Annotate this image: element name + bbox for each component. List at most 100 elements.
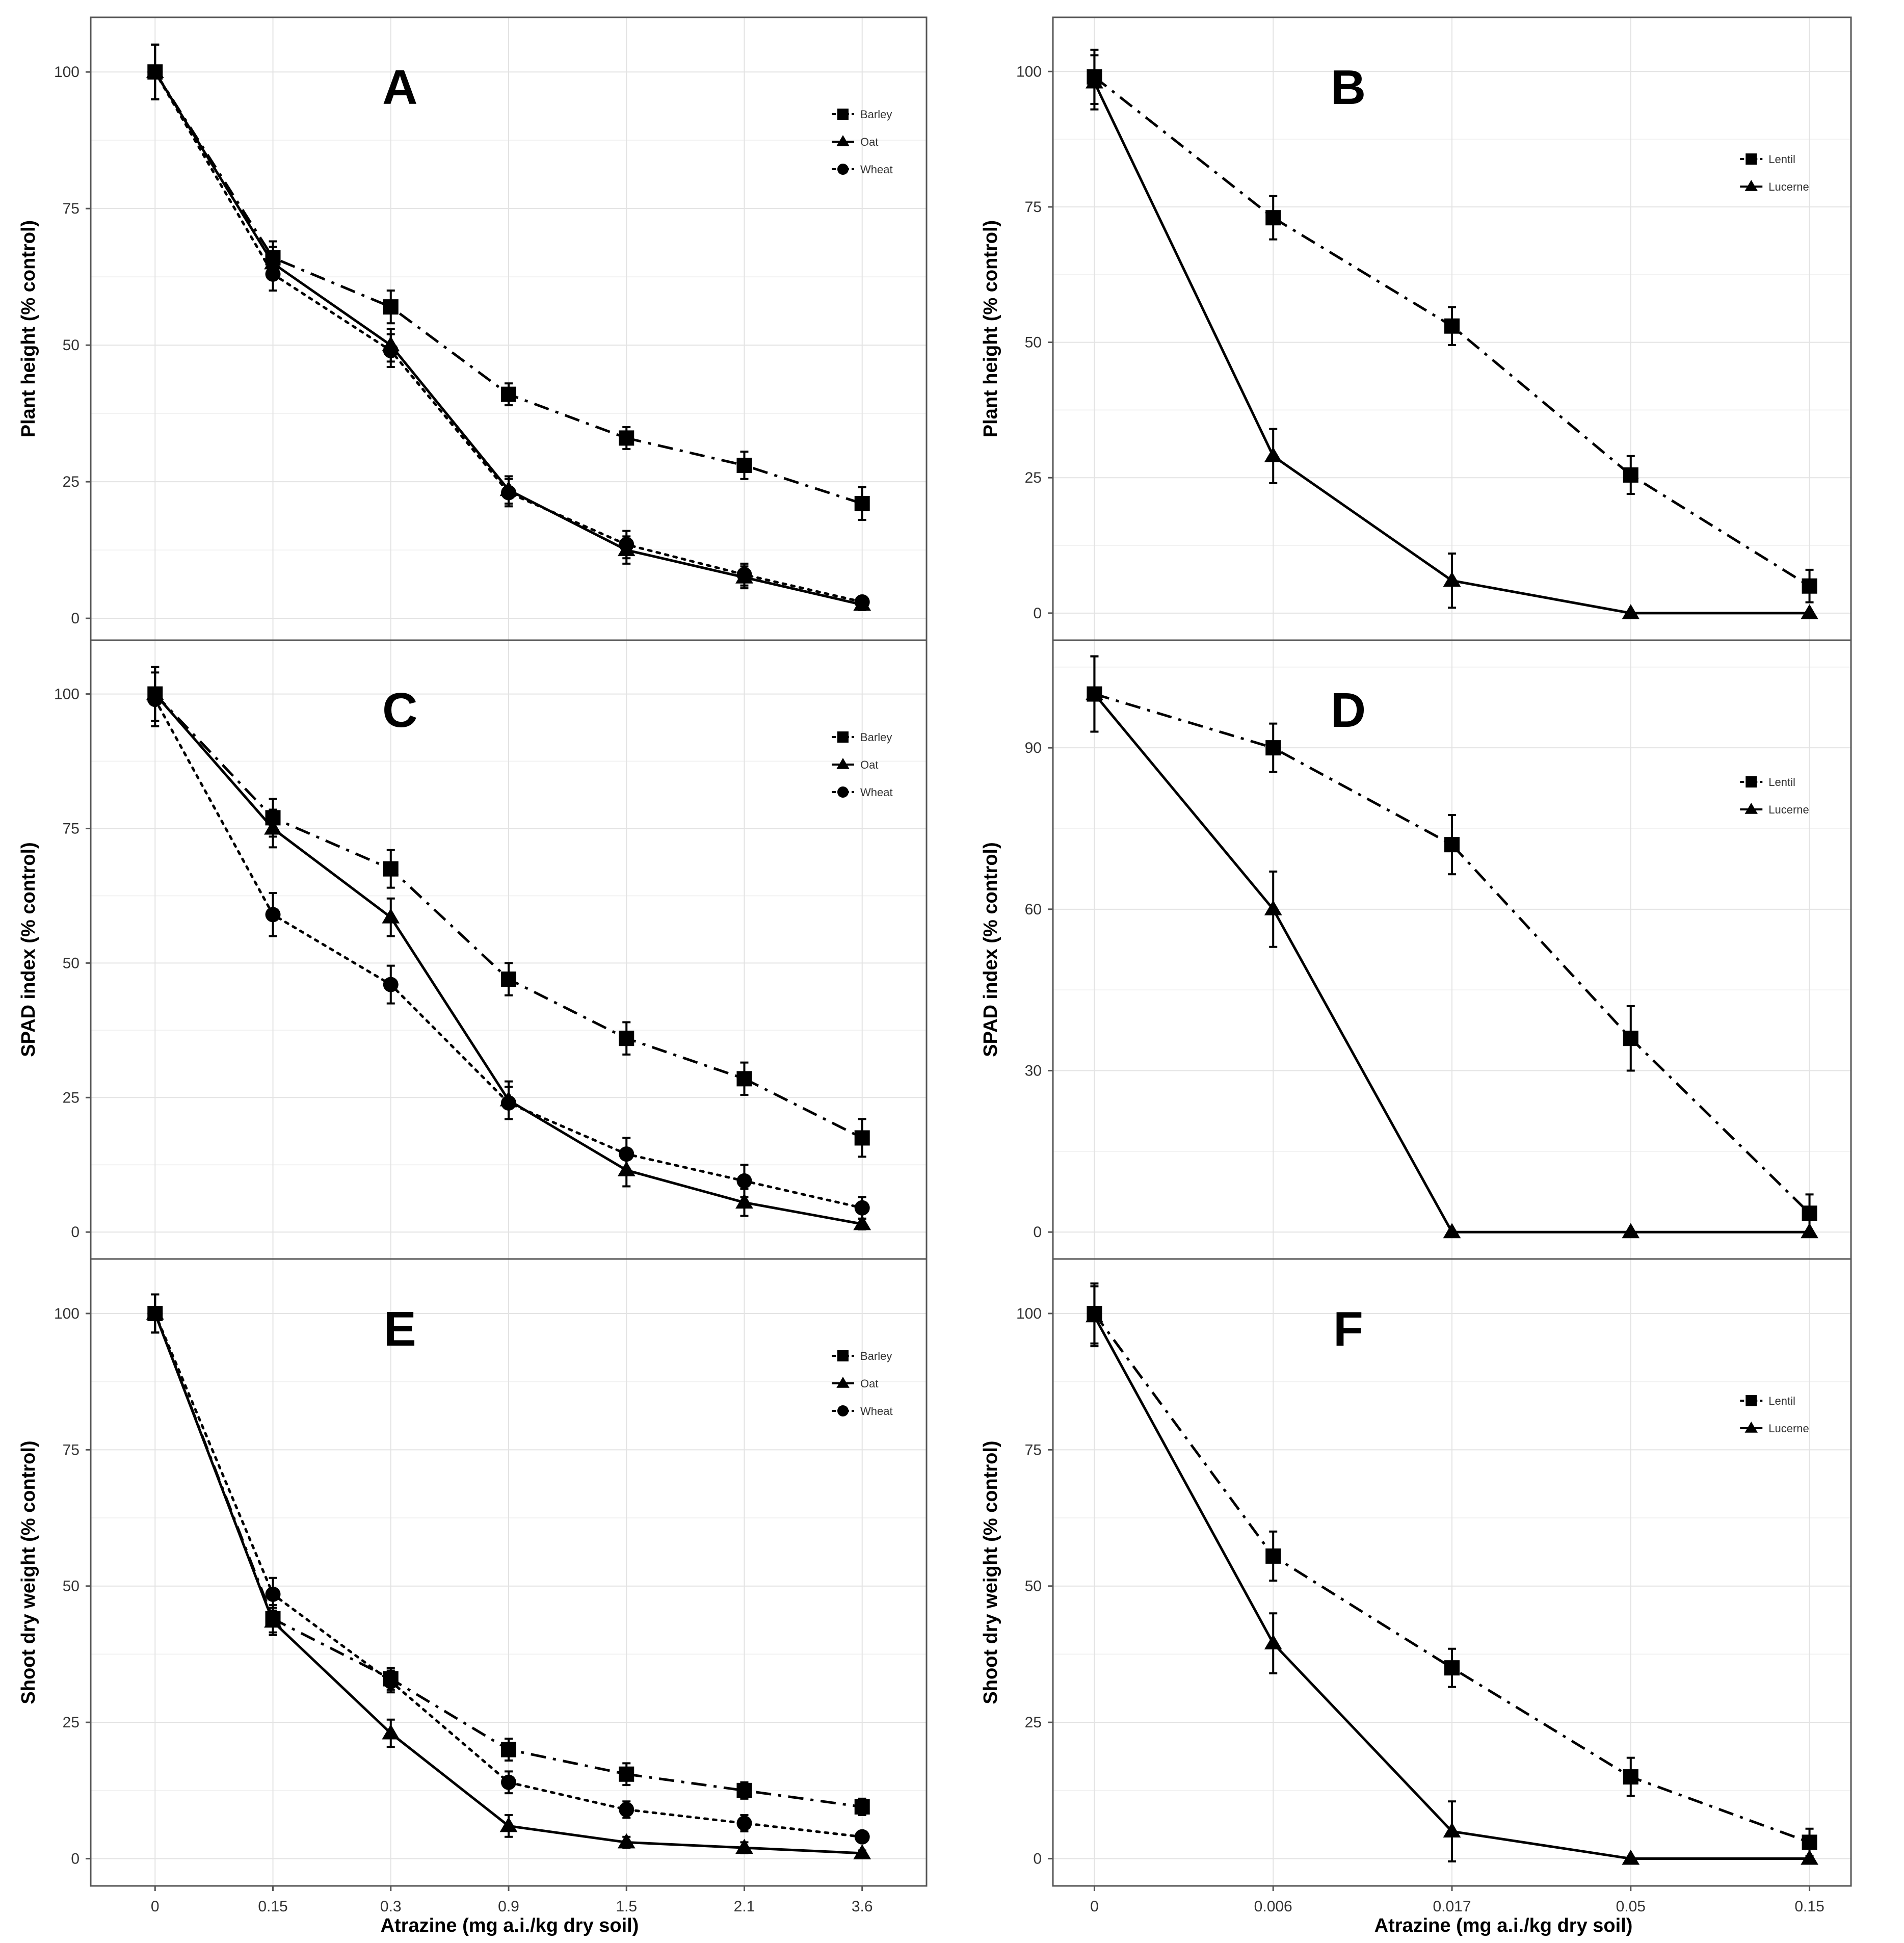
series-oat-points: [146, 1293, 871, 1859]
triangle-marker: [146, 1304, 164, 1320]
y-tick-label: 50: [63, 955, 80, 972]
y-tick-label: 0: [71, 1851, 80, 1868]
legend-item-lucerne: Lucerne: [1740, 180, 1809, 193]
square-marker: [837, 1350, 849, 1361]
triangle-marker: [1801, 1849, 1818, 1865]
triangle-marker: [382, 336, 400, 352]
triangle-marker: [382, 1724, 400, 1740]
x-tick-label: 0: [151, 1898, 160, 1915]
legend-label: Wheat: [860, 1405, 893, 1417]
series-lentil-points: [1087, 48, 1817, 603]
square-marker: [1802, 1205, 1817, 1221]
legend-label: Barley: [860, 108, 892, 121]
legend-label: Lentil: [1768, 153, 1795, 166]
legend-item-lentil: Lentil: [1740, 153, 1795, 166]
y-tick-label: 0: [1033, 605, 1042, 622]
square-marker: [736, 1782, 752, 1798]
square-marker: [854, 1130, 870, 1146]
square-marker: [1746, 776, 1757, 787]
triangle-marker: [1443, 571, 1461, 587]
panel-letter: B: [1331, 60, 1366, 115]
y-tick-label: 50: [1025, 334, 1042, 351]
circle-marker: [501, 1774, 516, 1790]
legend-item-wheat: Wheat: [832, 163, 893, 176]
triangle-marker: [853, 595, 871, 611]
x-tick-label: 3.6: [852, 1898, 873, 1915]
triangle-marker: [264, 819, 282, 835]
legend: Lentil Lucerne: [1740, 1395, 1809, 1435]
legend-item-wheat: Wheat: [832, 1405, 893, 1417]
y-tick-label: 90: [1025, 740, 1042, 756]
x-tick-label: 0.9: [498, 1898, 519, 1915]
square-marker: [1444, 1660, 1460, 1676]
y-tick-label: 75: [1025, 1441, 1042, 1458]
circle-marker: [265, 1586, 281, 1602]
square-marker: [501, 972, 516, 987]
square-marker: [1802, 1834, 1817, 1850]
triangle-marker: [836, 758, 850, 769]
legend-label: Lucerne: [1768, 1422, 1809, 1435]
square-marker: [837, 731, 849, 743]
panels: 0 25 50 75 100 Plant height (% control) A Barle…: [18, 16, 1852, 1915]
triangle-marker: [146, 685, 164, 700]
triangle-marker: [836, 1377, 850, 1388]
circle-marker: [265, 907, 281, 923]
circle-marker: [383, 1673, 399, 1689]
x-tick-label: 0.15: [258, 1898, 287, 1915]
square-marker: [854, 1799, 870, 1815]
legend-item-lentil: Lentil: [1740, 776, 1795, 789]
triangle-marker: [499, 1817, 518, 1832]
x-tick-label: 0.017: [1433, 1898, 1471, 1915]
legend-label: Wheat: [860, 163, 893, 176]
x-tick-label: 0.05: [1616, 1898, 1646, 1915]
panel-letter: C: [382, 683, 417, 738]
legend-item-wheat: Wheat: [832, 786, 893, 799]
triangle-marker: [735, 568, 753, 584]
y-tick-label: 0: [1033, 1224, 1042, 1241]
legend: Barley Oat Wheat: [832, 1350, 893, 1417]
triangle-marker: [499, 481, 518, 496]
x-tick-label: 0.3: [380, 1898, 402, 1915]
triangle-marker: [1744, 1422, 1758, 1433]
panel-c: 0 25 50 75 100 SPAD index (% control) C Barley O…: [18, 639, 928, 1264]
x-tick-label: 0: [1090, 1898, 1099, 1915]
square-marker: [854, 496, 870, 512]
y-tick-label: 25: [1025, 1714, 1042, 1731]
legend-item-oat: Oat: [832, 135, 878, 148]
y-tick-label: 50: [1025, 1578, 1042, 1595]
y-axis-title: Shoot dry weight (% control): [980, 1440, 1001, 1704]
legend-item-barley: Barley: [832, 731, 892, 744]
y-axis-title: Shoot dry weight (% control): [18, 1440, 39, 1704]
triangle-marker: [499, 1091, 518, 1107]
square-marker: [736, 1071, 752, 1087]
y-tick-label: 50: [63, 1578, 80, 1595]
x-tick-label: 0.15: [1794, 1898, 1824, 1915]
y-tick-label: 75: [63, 1441, 80, 1458]
triangle-marker: [1744, 803, 1758, 814]
y-tick-label: 75: [63, 200, 80, 217]
circle-marker: [619, 1802, 634, 1818]
panel-f: 0 25 50 75 100 0 0.006 0.017 0.05 0.15 Shoot dry w…: [980, 1258, 1852, 1915]
y-tick-label: 25: [63, 1714, 80, 1731]
y-axis-title: SPAD index (% control): [980, 842, 1001, 1057]
triangle-marker: [617, 1833, 636, 1849]
triangle-marker: [1801, 604, 1818, 619]
triangle-marker: [382, 908, 400, 924]
square-marker: [1623, 1031, 1638, 1046]
circle-marker: [837, 1405, 849, 1416]
circle-marker: [837, 164, 849, 175]
square-marker: [1802, 578, 1817, 594]
legend-label: Oat: [860, 136, 878, 148]
y-tick-label: 50: [63, 337, 80, 354]
y-tick-label: 25: [63, 474, 80, 490]
circle-marker: [383, 977, 399, 992]
triangle-marker: [1801, 1223, 1818, 1239]
triangle-marker: [617, 1161, 636, 1176]
panel-letter: E: [384, 1302, 416, 1356]
legend: Lentil Lucerne: [1740, 776, 1809, 816]
square-marker: [1623, 467, 1638, 483]
legend-label: Lentil: [1768, 1395, 1795, 1407]
square-marker: [1623, 1769, 1638, 1785]
circle-marker: [736, 1816, 752, 1831]
y-tick-label: 30: [1025, 1063, 1042, 1080]
